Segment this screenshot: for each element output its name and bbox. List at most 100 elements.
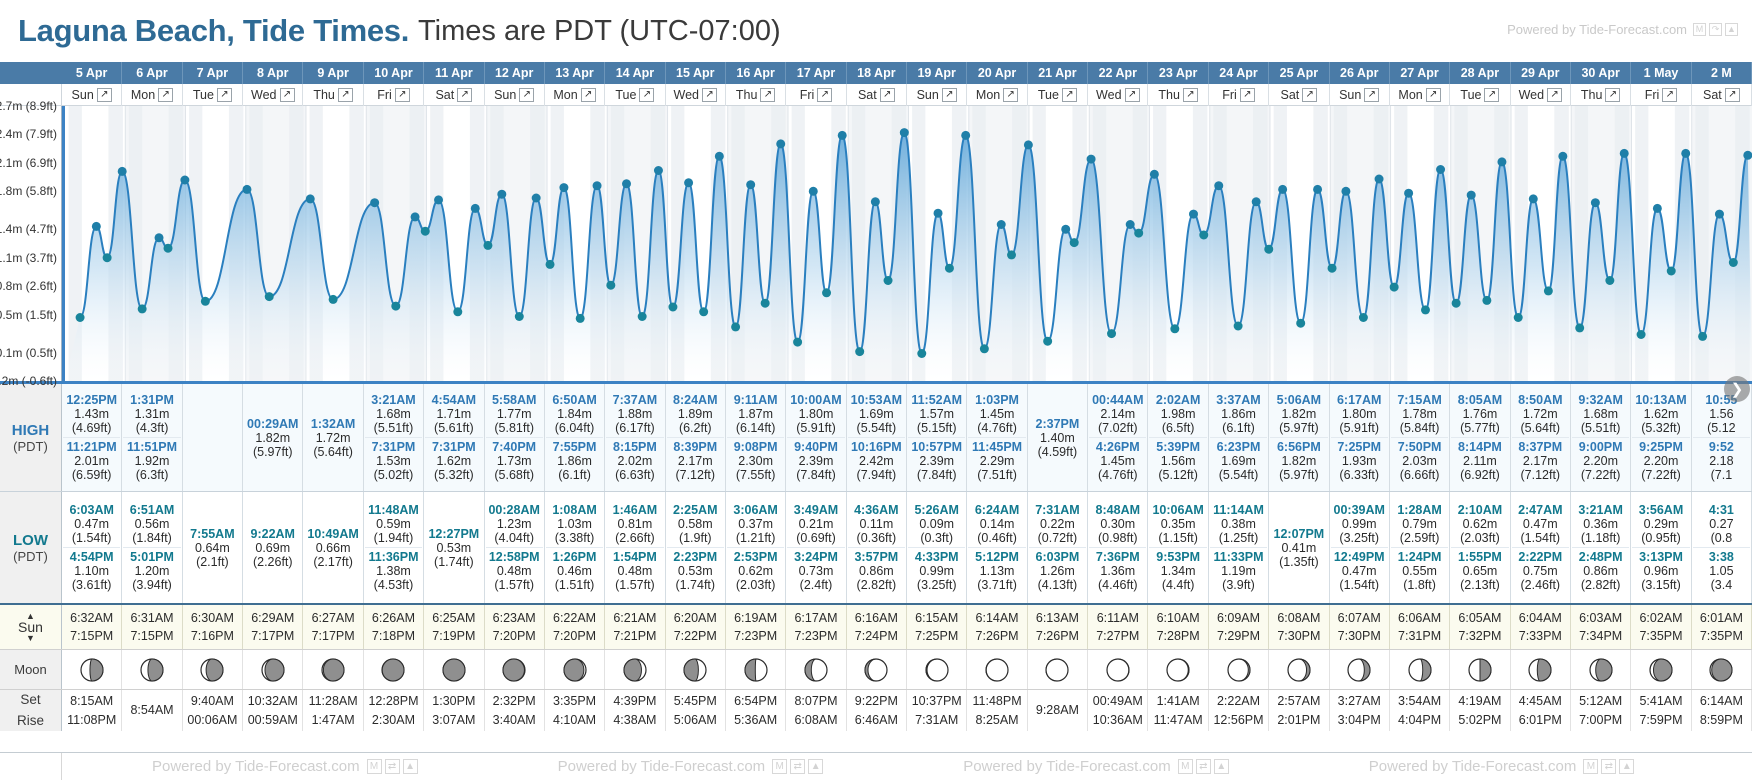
high-tide-point[interactable]	[559, 183, 569, 193]
date-header-cell[interactable]: 22 Apr	[1088, 62, 1149, 84]
date-header-cell[interactable]: 2 M	[1692, 62, 1752, 84]
low-tide-point[interactable]	[1327, 263, 1337, 273]
low-tide-point[interactable]	[1543, 286, 1553, 296]
date-header-cell[interactable]: 26 Apr	[1330, 62, 1390, 84]
high-tide-point[interactable]	[1743, 150, 1752, 160]
low-tide-point[interactable]	[1420, 305, 1430, 315]
date-header-cell[interactable]: 6 Apr	[122, 62, 183, 84]
high-tide-point[interactable]	[1023, 140, 1033, 150]
low-tide-point[interactable]	[1575, 323, 1585, 333]
date-header-cell[interactable]: 21 Apr	[1028, 62, 1089, 84]
low-tide-point[interactable]	[391, 301, 401, 311]
date-header-cell[interactable]: 30 Apr	[1571, 62, 1632, 84]
low-tide-point[interactable]	[328, 294, 338, 304]
high-tide-point[interactable]	[1278, 184, 1288, 194]
low-tide-point[interactable]	[883, 276, 893, 285]
expand-day-icon[interactable]: ↗	[702, 88, 718, 102]
scroll-right-button[interactable]: ❯	[1724, 376, 1750, 402]
expand-day-icon[interactable]: ↗	[1003, 88, 1019, 102]
high-tide-point[interactable]	[714, 151, 724, 161]
low-tide-point[interactable]	[453, 307, 463, 317]
low-tide-point[interactable]	[979, 344, 989, 354]
low-tide-point[interactable]	[1636, 330, 1646, 339]
expand-day-icon[interactable]: ↗	[279, 88, 295, 102]
low-tide-point[interactable]	[137, 304, 147, 314]
low-tide-point[interactable]	[699, 307, 709, 317]
expand-day-icon[interactable]: ↗	[1425, 88, 1441, 102]
low-tide-point[interactable]	[1605, 276, 1615, 285]
date-header-cell[interactable]: 25 Apr	[1269, 62, 1330, 84]
low-tide-point[interactable]	[1728, 258, 1738, 267]
expand-day-icon[interactable]: ↗	[1124, 88, 1140, 102]
high-tide-point[interactable]	[961, 130, 971, 140]
low-tide-point[interactable]	[917, 349, 927, 358]
high-tide-point[interactable]	[1374, 174, 1384, 184]
low-tide-point[interactable]	[1134, 228, 1144, 238]
date-header-cell[interactable]: 12 Apr	[485, 62, 545, 84]
high-tide-point[interactable]	[622, 179, 631, 189]
high-tide-point[interactable]	[684, 178, 694, 188]
high-tide-point[interactable]	[592, 181, 602, 191]
high-tide-point[interactable]	[746, 180, 756, 190]
low-tide-point[interactable]	[514, 312, 524, 321]
low-tide-point[interactable]	[760, 298, 770, 308]
date-header-cell[interactable]: 14 Apr	[605, 62, 666, 84]
high-tide-point[interactable]	[837, 130, 847, 140]
high-tide-point[interactable]	[1149, 169, 1159, 179]
high-tide-point[interactable]	[1341, 186, 1351, 196]
high-tide-point[interactable]	[1214, 181, 1224, 191]
expand-day-icon[interactable]: ↗	[580, 88, 596, 102]
expand-day-icon[interactable]: ↗	[1061, 88, 1077, 102]
low-tide-point[interactable]	[793, 337, 803, 347]
high-tide-point[interactable]	[1086, 154, 1096, 164]
high-tide-point[interactable]	[1558, 151, 1568, 161]
high-tide-point[interactable]	[470, 203, 480, 213]
low-tide-point[interactable]	[1389, 282, 1399, 292]
low-tide-point[interactable]	[1107, 329, 1117, 339]
expand-day-icon[interactable]: ↗	[817, 88, 833, 102]
date-header-cell[interactable]: 28 Apr	[1450, 62, 1511, 84]
low-tide-point[interactable]	[1007, 250, 1017, 260]
high-tide-point[interactable]	[410, 212, 420, 222]
high-tide-point[interactable]	[1404, 188, 1414, 198]
date-header-cell[interactable]: 9 Apr	[303, 62, 364, 84]
high-tide-point[interactable]	[899, 128, 909, 138]
date-header-cell[interactable]: 27 Apr	[1390, 62, 1451, 84]
high-tide-point[interactable]	[1619, 148, 1629, 158]
low-tide-point[interactable]	[822, 288, 832, 298]
high-tide-point[interactable]	[117, 166, 127, 176]
low-tide-point[interactable]	[944, 263, 954, 273]
low-tide-point[interactable]	[731, 322, 741, 332]
date-header-cell[interactable]: 11 Apr	[424, 62, 485, 84]
low-tide-point[interactable]	[545, 259, 555, 269]
low-tide-point[interactable]	[1069, 238, 1079, 248]
low-tide-point[interactable]	[855, 347, 865, 357]
high-tide-point[interactable]	[1466, 190, 1476, 200]
high-tide-point[interactable]	[1125, 220, 1135, 229]
low-tide-point[interactable]	[668, 302, 678, 312]
expand-day-icon[interactable]: ↗	[457, 88, 473, 102]
expand-day-icon[interactable]: ↗	[158, 88, 174, 102]
expand-day-icon[interactable]: ↗	[337, 88, 353, 102]
high-tide-point[interactable]	[1497, 157, 1507, 167]
date-header-cell[interactable]: 8 Apr	[243, 62, 304, 84]
high-tide-point[interactable]	[1061, 224, 1071, 234]
low-tide-point[interactable]	[200, 296, 210, 306]
date-header-cell[interactable]: 5 Apr	[62, 62, 123, 84]
expand-day-icon[interactable]: ↗	[1302, 88, 1318, 102]
high-tide-point[interactable]	[305, 194, 315, 204]
low-tide-point[interactable]	[1698, 331, 1708, 341]
date-header-cell[interactable]: 19 Apr	[907, 62, 968, 84]
expand-day-icon[interactable]: ↗	[1239, 88, 1255, 102]
low-tide-point[interactable]	[606, 280, 616, 290]
expand-day-icon[interactable]: ↗	[1484, 88, 1500, 102]
high-tide-point[interactable]	[808, 186, 818, 196]
low-tide-point[interactable]	[575, 313, 585, 323]
expand-day-icon[interactable]: ↗	[1605, 88, 1621, 102]
expand-day-icon[interactable]: ↗	[1182, 88, 1198, 102]
low-tide-point[interactable]	[1296, 318, 1306, 328]
high-tide-point[interactable]	[933, 208, 943, 218]
expand-day-icon[interactable]: ↗	[1547, 88, 1563, 102]
high-tide-point[interactable]	[870, 197, 880, 207]
low-tide-point[interactable]	[483, 240, 493, 250]
